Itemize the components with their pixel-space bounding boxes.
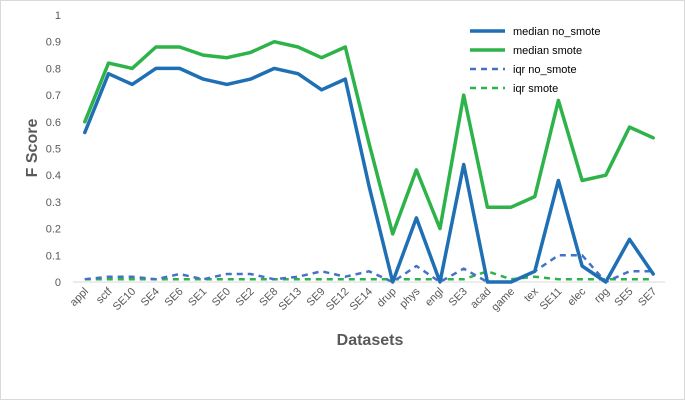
x-tick-label: elec bbox=[565, 285, 588, 308]
x-tick-label: SE5 bbox=[612, 286, 635, 309]
y-axis-title: F Score bbox=[24, 119, 41, 178]
y-tick-label: 1 bbox=[55, 10, 61, 22]
y-tick-label: 0.4 bbox=[46, 170, 61, 182]
legend-label: iqr no_smote bbox=[513, 64, 577, 76]
x-tick-label: SE0 bbox=[210, 286, 233, 309]
y-tick-label: 0.3 bbox=[46, 197, 61, 209]
x-tick-label: SE4 bbox=[139, 286, 162, 309]
x-tick-label: SE10 bbox=[111, 286, 139, 314]
x-tick-label: SE3 bbox=[447, 286, 470, 309]
x-axis-title: Datasets bbox=[337, 332, 404, 349]
series-line-median-smote bbox=[83, 39, 655, 236]
x-tick-label: SE11 bbox=[538, 286, 565, 313]
y-tick-label: 0 bbox=[55, 277, 61, 289]
series-line-iqr-no-smote bbox=[84, 254, 654, 284]
y-tick-label: 0.5 bbox=[46, 144, 61, 156]
x-tick-label: tex bbox=[522, 285, 541, 304]
y-tick-label: 0.6 bbox=[46, 117, 61, 129]
x-tick-label: rpg bbox=[592, 286, 612, 306]
x-tick-label: appl bbox=[68, 286, 91, 309]
x-tick-label: drup bbox=[375, 286, 399, 310]
legend-label: iqr smote bbox=[513, 83, 558, 95]
series-line-iqr-smote bbox=[84, 270, 654, 281]
series-line-median-no-smote bbox=[83, 66, 655, 284]
x-tick-label: SE6 bbox=[162, 286, 185, 309]
x-tick-label: SE12 bbox=[324, 286, 352, 314]
x-tick-label: SE1 bbox=[186, 286, 209, 309]
y-tick-label: 0.8 bbox=[46, 63, 61, 75]
x-tick-label: SE2 bbox=[234, 286, 257, 309]
y-tick-label: 0.9 bbox=[46, 37, 61, 49]
legend-label: median smote bbox=[513, 45, 582, 57]
x-tick-label: SE13 bbox=[277, 286, 305, 314]
series-lines bbox=[83, 39, 655, 284]
legend-label: median no_smote bbox=[513, 26, 600, 38]
x-tick-label: acad bbox=[468, 286, 493, 311]
y-tick-label: 0.7 bbox=[46, 90, 61, 102]
x-tick-label: game bbox=[489, 286, 517, 314]
x-tick-label: SE7 bbox=[636, 286, 659, 309]
y-tick-label: 0.2 bbox=[46, 224, 61, 236]
x-tick-label: engl bbox=[423, 286, 446, 309]
x-tick-label: phys bbox=[398, 285, 423, 310]
y-tick-labels: 0 0.1 0.2 0.3 0.4 0.5 0.6 0.7 0.8 0.9 1 bbox=[46, 10, 61, 289]
x-tick-label: SE14 bbox=[348, 286, 376, 314]
y-tick-label: 0.1 bbox=[46, 250, 61, 262]
